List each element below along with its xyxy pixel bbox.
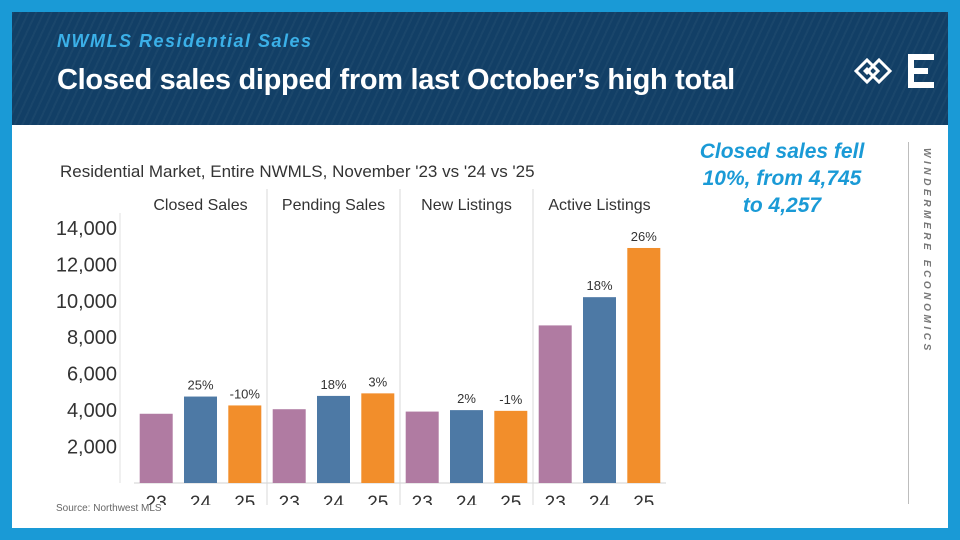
group-header-label: Active Listings (548, 197, 650, 214)
callout-line-1: Closed sales fell (699, 140, 865, 163)
bar-chart: Residential Market, Entire NWMLS, Novemb… (56, 162, 666, 505)
bar (538, 325, 572, 483)
x-tick-label: 25 (367, 493, 388, 505)
group-header-label: New Listings (421, 197, 512, 214)
y-tick-label: 4,000 (67, 400, 117, 422)
x-tick-label: 23 (545, 493, 566, 505)
bar (627, 247, 661, 483)
y-tick-label: 10,000 (56, 291, 117, 313)
x-tick-label: 23 (279, 493, 300, 505)
x-tick-label: 25 (234, 493, 255, 505)
header-banner: NWMLS Residential Sales Closed sales dip… (12, 12, 948, 125)
group-header-label: Pending Sales (282, 197, 385, 214)
bar (583, 297, 616, 483)
y-tick-label: 6,000 (67, 364, 117, 386)
slide-subtitle: NWMLS Residential Sales (57, 31, 313, 51)
bar-data-label: -1% (499, 392, 523, 407)
bar (405, 411, 439, 483)
windermere-diamond-logo-icon (854, 57, 893, 85)
group-header-label: Closed Sales (153, 197, 247, 214)
bar (494, 410, 528, 483)
bar (317, 395, 350, 483)
x-tick-label: 24 (323, 493, 345, 505)
slide-title: Closed sales dipped from last October’s … (57, 64, 735, 96)
bar (228, 405, 262, 483)
bar-data-label: 3% (368, 374, 387, 389)
bar-data-label: 26% (631, 229, 657, 244)
bar (272, 409, 306, 483)
bar-data-label: 18% (320, 377, 346, 392)
slide-frame: NWMLS Residential Sales Closed sales dip… (12, 12, 948, 528)
y-tick-label: 2,000 (67, 437, 117, 459)
bar-data-label: 18% (586, 278, 612, 293)
y-tick-label: 12,000 (56, 254, 117, 276)
callout-text: Closed sales fell 10%, from 4,745 to 4,2… (677, 138, 887, 219)
callout-line-2: 10%, from 4,745 (702, 167, 862, 190)
x-tick-label: 23 (146, 493, 167, 505)
callout-line-3: to 4,257 (742, 194, 822, 217)
bar (139, 413, 173, 483)
bar-data-label: 2% (457, 391, 476, 406)
x-tick-label: 24 (456, 493, 478, 505)
bar-data-label: -10% (230, 386, 261, 401)
x-tick-label: 25 (500, 493, 521, 505)
y-tick-label: 14,000 (56, 218, 117, 240)
y-tick-label: 8,000 (67, 327, 117, 349)
x-tick-label: 23 (412, 493, 433, 505)
windermere-e-logo-icon (908, 54, 934, 88)
source-note: Source: Northwest MLS (56, 503, 162, 514)
bar (184, 396, 217, 483)
vertical-brand-text: WINDERMERE ECONOMICS (921, 148, 932, 354)
x-tick-label: 24 (190, 493, 212, 505)
bar-data-label: 25% (187, 378, 213, 393)
x-tick-label: 24 (589, 493, 611, 505)
bar (450, 410, 483, 483)
divider-line (908, 142, 909, 504)
x-tick-label: 25 (633, 493, 654, 505)
chart-title: Residential Market, Entire NWMLS, Novemb… (60, 162, 535, 181)
bar (361, 393, 395, 483)
